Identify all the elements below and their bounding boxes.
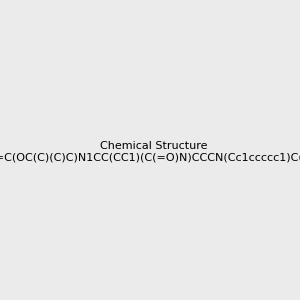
Text: Chemical Structure
O=C(OC(C)(C)C)N1CC(CC1)(C(=O)N)CCCN(Cc1ccccc1)C(=O: Chemical Structure O=C(OC(C)(C)C)N1CC(CC… (0, 141, 300, 162)
